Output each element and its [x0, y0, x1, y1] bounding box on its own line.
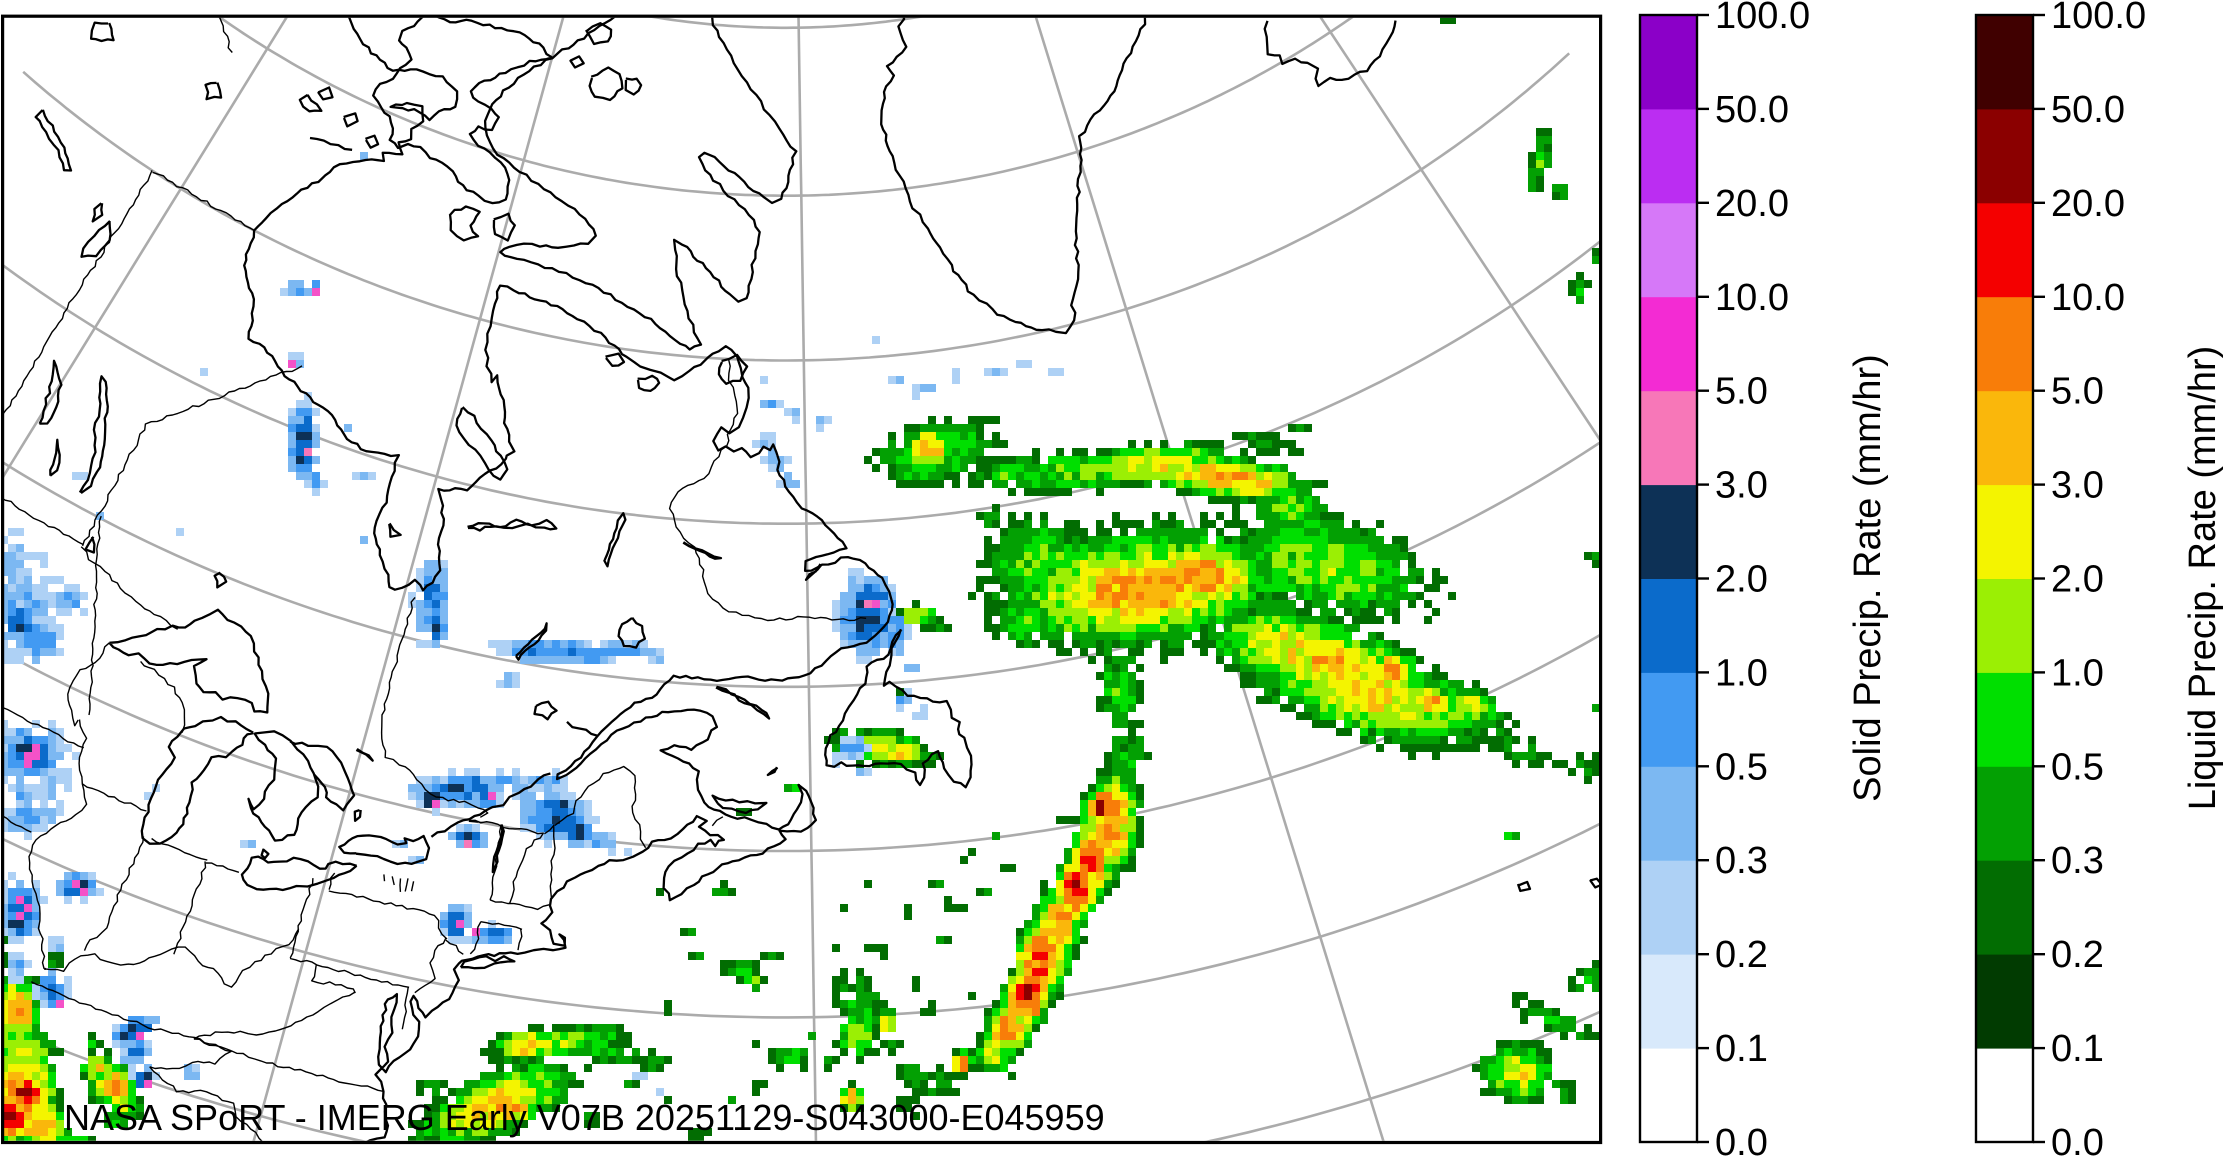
svg-text:2.0: 2.0	[2051, 559, 2104, 601]
svg-text:10.0: 10.0	[2051, 277, 2125, 319]
svg-text:3.0: 3.0	[1715, 465, 1768, 507]
svg-text:5.0: 5.0	[2051, 371, 2104, 413]
svg-text:0.0: 0.0	[1715, 1122, 1768, 1164]
svg-text:0.1: 0.1	[2051, 1028, 2104, 1070]
svg-text:5.0: 5.0	[1715, 371, 1768, 413]
svg-text:50.0: 50.0	[2051, 89, 2125, 131]
svg-text:0.2: 0.2	[1715, 934, 1768, 976]
svg-text:1.0: 1.0	[2051, 652, 2104, 694]
svg-text:Solid Precip. Rate (mm/hr): Solid Precip. Rate (mm/hr)	[1847, 354, 1889, 802]
svg-text:0.3: 0.3	[1715, 840, 1768, 882]
svg-text:NASA SPoRT - IMERG Early V07B: NASA SPoRT - IMERG Early V07B 20251129-S…	[64, 1097, 1105, 1138]
svg-text:0.2: 0.2	[2051, 934, 2104, 976]
svg-text:0.5: 0.5	[2051, 746, 2104, 788]
svg-text:3.0: 3.0	[2051, 465, 2104, 507]
svg-text:2.0: 2.0	[1715, 559, 1768, 601]
svg-text:0.5: 0.5	[1715, 746, 1768, 788]
svg-text:50.0: 50.0	[1715, 89, 1789, 131]
svg-text:100.0: 100.0	[1715, 0, 1810, 37]
svg-text:Liquid Precip. Rate (mm/hr): Liquid Precip. Rate (mm/hr)	[2182, 346, 2224, 811]
svg-text:0.1: 0.1	[1715, 1028, 1768, 1070]
svg-text:100.0: 100.0	[2051, 0, 2146, 37]
svg-text:20.0: 20.0	[1715, 183, 1789, 225]
svg-text:1.0: 1.0	[1715, 652, 1768, 694]
svg-text:20.0: 20.0	[2051, 183, 2125, 225]
svg-text:10.0: 10.0	[1715, 277, 1789, 319]
svg-text:0.3: 0.3	[2051, 840, 2104, 882]
svg-text:0.0: 0.0	[2051, 1122, 2104, 1164]
